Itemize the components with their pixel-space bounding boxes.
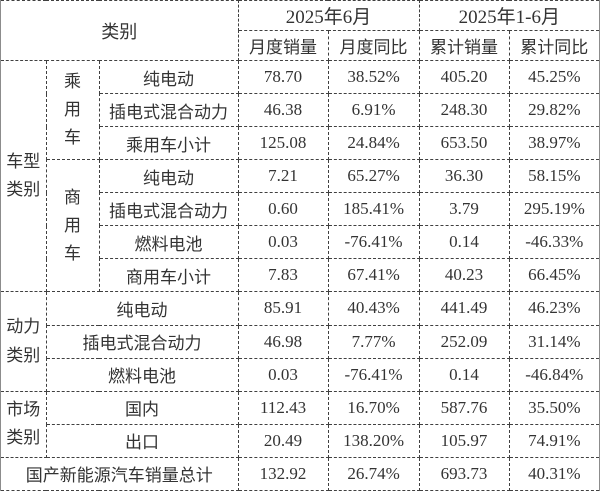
row-label: 插电式混合动力 <box>99 93 239 128</box>
cell-monthly-yoy: 38.52% <box>327 59 420 95</box>
cell-monthly-sales: 0.03 <box>237 225 329 260</box>
group-vehicle-type: 车型 类别 <box>1 59 47 293</box>
cell-monthly-yoy: -76.41% <box>327 225 420 260</box>
cell-cumulative-yoy: 45.25% <box>508 59 600 95</box>
table-row: 动力 类别 纯电动 85.91 40.43% 441.49 46.23% <box>1 291 600 392</box>
table-row: 插电式混合动力 46.38 6.91% 248.30 29.82% <box>1 93 600 128</box>
row-label: 纯电动 <box>98 59 239 95</box>
cell-cumulative-yoy: 295.19% <box>508 192 600 227</box>
cell-monthly-yoy: 67.41% <box>327 258 420 293</box>
table-row: 商 用 车 纯电动 7.21 65.27% 36.30 58.15% <box>1 159 600 293</box>
header-cumulative-yoy: 累计同比 <box>508 30 600 61</box>
cell-cumulative-sales: 587.76 <box>418 390 510 425</box>
row-label: 出口 <box>46 423 239 458</box>
cell-cumulative-sales: 252.09 <box>418 324 510 359</box>
group-power-type: 动力 类别 <box>1 291 47 392</box>
cell-cumulative-yoy: 66.45% <box>508 258 600 293</box>
row-label: 乘用车小计 <box>99 126 239 161</box>
header-period-jan-june: 2025年1-6月 <box>418 0 600 31</box>
cell-cumulative-sales: 40.23 <box>418 258 510 293</box>
cell-monthly-sales: 7.83 <box>237 258 329 293</box>
cell-monthly-sales: 46.98 <box>237 324 329 359</box>
row-label: 燃料电池 <box>99 225 239 260</box>
header-cumulative-sales: 累计销量 <box>418 30 510 61</box>
cell-monthly-yoy: 185.41% <box>327 192 420 227</box>
cell-cumulative-sales: 405.20 <box>418 59 510 95</box>
cell-monthly-yoy: 6.91% <box>327 93 420 128</box>
table-row: 插电式混合动力 46.98 7.77% 252.09 31.14% <box>1 324 600 359</box>
cell-monthly-yoy: 16.70% <box>327 390 420 425</box>
cell-monthly-yoy: 40.43% <box>327 291 420 326</box>
row-label: 纯电动 <box>98 159 239 194</box>
table-row: 燃料电池 0.03 -76.41% 0.14 -46.33% <box>1 225 600 260</box>
cell-cumulative-sales: 693.73 <box>418 456 510 491</box>
cell-cumulative-sales: 248.30 <box>418 93 510 128</box>
cell-cumulative-yoy: 35.50% <box>508 390 600 425</box>
header-monthly-yoy: 月度同比 <box>327 30 420 61</box>
table-row: 燃料电池 0.03 -76.41% 0.14 -46.84% <box>1 357 600 392</box>
cell-monthly-sales: 20.49 <box>237 423 329 458</box>
cell-monthly-sales: 0.03 <box>237 357 329 392</box>
cell-monthly-yoy: 138.20% <box>327 423 420 458</box>
group-passenger-car: 乘 用 车 <box>45 59 100 161</box>
cell-monthly-sales: 0.60 <box>237 192 329 227</box>
row-label: 纯电动 <box>45 291 239 326</box>
header-category: 类别 <box>1 0 239 61</box>
table-row: 乘用车小计 125.08 24.84% 653.50 38.97% <box>1 126 600 161</box>
cell-cumulative-yoy: 58.15% <box>508 159 600 194</box>
cell-cumulative-yoy: 74.91% <box>508 423 600 458</box>
header-period-june: 2025年6月 <box>237 0 420 31</box>
total-row-label: 国产新能源汽车销量总计 <box>1 456 239 491</box>
table-row: 市场 类别 国内 112.43 16.70% 587.76 35.50% <box>1 390 600 458</box>
cell-monthly-sales: 78.70 <box>237 59 329 95</box>
cell-monthly-yoy: 65.27% <box>327 159 420 194</box>
cell-cumulative-yoy: 40.31% <box>508 456 600 491</box>
cell-monthly-sales: 85.91 <box>237 291 329 326</box>
cell-cumulative-yoy: 38.97% <box>508 126 600 161</box>
cell-cumulative-sales: 441.49 <box>418 291 510 326</box>
cell-monthly-yoy: 24.84% <box>327 126 420 161</box>
row-label: 插电式混合动力 <box>99 192 239 227</box>
cell-monthly-yoy: 7.77% <box>327 324 420 359</box>
header-row-periods: 类别 2025年6月 2025年1-6月 <box>1 0 600 61</box>
table-row: 商用车小计 7.83 67.41% 40.23 66.45% <box>1 258 600 293</box>
cell-cumulative-yoy: -46.33% <box>508 225 600 260</box>
cell-cumulative-yoy: -46.84% <box>508 357 600 392</box>
cell-monthly-sales: 125.08 <box>237 126 329 161</box>
table-row: 插电式混合动力 0.60 185.41% 3.79 295.19% <box>1 192 600 227</box>
cell-cumulative-sales: 3.79 <box>418 192 510 227</box>
cell-cumulative-yoy: 46.23% <box>508 291 600 326</box>
table-row: 车型 类别 乘 用 车 纯电动 78.70 38.52% 405.20 45.2… <box>1 59 600 293</box>
cell-monthly-yoy: -76.41% <box>327 357 420 392</box>
row-label: 燃料电池 <box>46 357 239 392</box>
cell-cumulative-sales: 105.97 <box>418 423 510 458</box>
cell-cumulative-sales: 653.50 <box>418 126 510 161</box>
cell-cumulative-sales: 36.30 <box>418 159 510 194</box>
cell-monthly-sales: 7.21 <box>237 159 329 194</box>
cell-monthly-sales: 112.43 <box>237 390 329 425</box>
table-row: 出口 20.49 138.20% 105.97 74.91% <box>1 423 600 458</box>
cell-monthly-yoy: 26.74% <box>327 456 420 491</box>
group-commercial-car: 商 用 车 <box>46 159 100 293</box>
cell-cumulative-yoy: 31.14% <box>508 324 600 359</box>
row-label: 国内 <box>45 390 239 425</box>
header-monthly-sales: 月度销量 <box>238 30 329 61</box>
cell-monthly-sales: 132.92 <box>237 456 329 491</box>
cell-cumulative-yoy: 29.82% <box>508 93 600 128</box>
row-label: 插电式混合动力 <box>46 324 239 359</box>
row-label: 商用车小计 <box>99 258 239 293</box>
cell-cumulative-sales: 0.14 <box>418 225 510 260</box>
cell-monthly-sales: 46.38 <box>237 93 329 128</box>
cell-cumulative-sales: 0.14 <box>418 357 510 392</box>
table-row-total: 国产新能源汽车销量总计 132.92 26.74% 693.73 40.31% <box>1 456 600 491</box>
group-market-type: 市场 类别 <box>1 390 47 458</box>
